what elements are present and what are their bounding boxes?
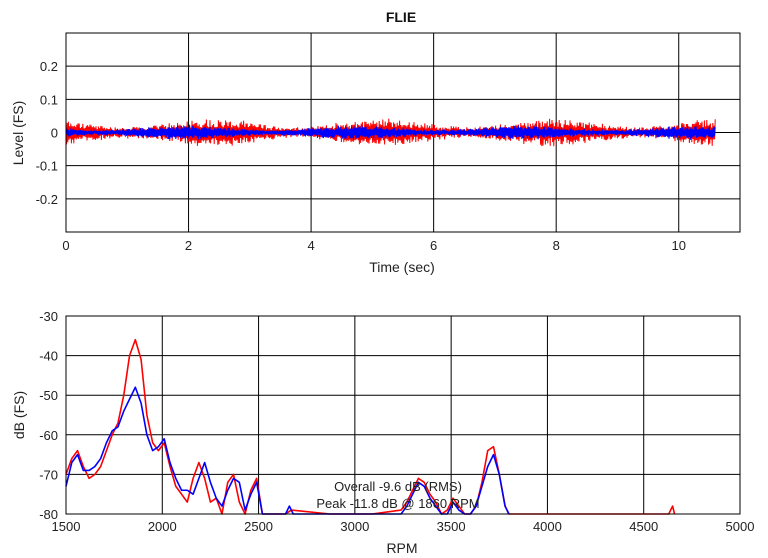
rpm-x-tick-label: 3000 (340, 519, 369, 534)
time-signal-series-1 (65, 125, 716, 140)
time-signal-area (65, 118, 716, 147)
rpm-x-tick-label: 2500 (244, 519, 273, 534)
rpm-y-tick-label: -40 (39, 349, 58, 364)
rpm-x-tick-label: 4500 (629, 519, 658, 534)
time-tick-labels: 0 2 4 6 8 10 0.2 0.1 0 -0.1 -0.2 (36, 59, 686, 253)
chart-title: FLIE (386, 9, 416, 25)
time-x-tick-label: 2 (185, 238, 192, 253)
time-x-tick-label: 4 (307, 238, 314, 253)
rpm-y-tick-label: -30 (39, 309, 58, 324)
rpm-y-tick-label: -80 (39, 507, 58, 522)
time-x-tick-label: 10 (671, 238, 685, 253)
rpm-x-tick-label: 4000 (533, 519, 562, 534)
rpm-plot-frame (65, 315, 741, 515)
time-domain-plot: 0 2 4 6 8 10 0.2 0.1 0 -0.1 -0.2 Time (sec) Level … (10, 32, 741, 275)
time-x-axis-label: Time (sec) (369, 259, 435, 275)
time-y-tick-label: 0 (51, 126, 58, 141)
rpm-x-tick-label: 3500 (437, 519, 466, 534)
rpm-y-tick-label: -60 (39, 428, 58, 443)
time-x-tick-label: 6 (430, 238, 437, 253)
rpm-y-tick-label: -50 (39, 388, 58, 403)
time-y-tick-label: -0.1 (36, 159, 58, 174)
time-x-tick-label: 0 (62, 238, 69, 253)
rpm-y-tick-label: -70 (39, 467, 58, 482)
time-y-tick-label: -0.2 (36, 192, 58, 207)
rpm-x-axis-label: RPM (386, 540, 417, 556)
peak-annotation: Peak -11.8 dB @ 1860 RPM (316, 496, 479, 511)
time-plot-frame (65, 32, 741, 233)
rpm-spectrum-plot: 1500 2000 2500 3000 3500 4000 4500 5000 -30 -40 -5… (11, 309, 754, 556)
rpm-x-tick-label: 2000 (148, 519, 177, 534)
time-y-axis-label: Level (FS) (10, 101, 26, 166)
rpm-x-tick-label: 5000 (726, 519, 755, 534)
rpm-y-axis-label: dB (FS) (11, 391, 27, 439)
overall-annotation: Overall -9.6 dB (RMS) (334, 479, 462, 494)
rpm-x-tick-label: 1500 (52, 519, 81, 534)
rpm-grid (66, 316, 740, 514)
time-y-tick-label: 0.2 (40, 59, 58, 74)
time-x-tick-label: 8 (553, 238, 560, 253)
rpm-tick-labels: 1500 2000 2500 3000 3500 4000 4500 5000 -30 -40 -5… (39, 309, 754, 534)
time-y-tick-label: 0.1 (40, 92, 58, 107)
rpm-series-line-1 (65, 386, 510, 515)
